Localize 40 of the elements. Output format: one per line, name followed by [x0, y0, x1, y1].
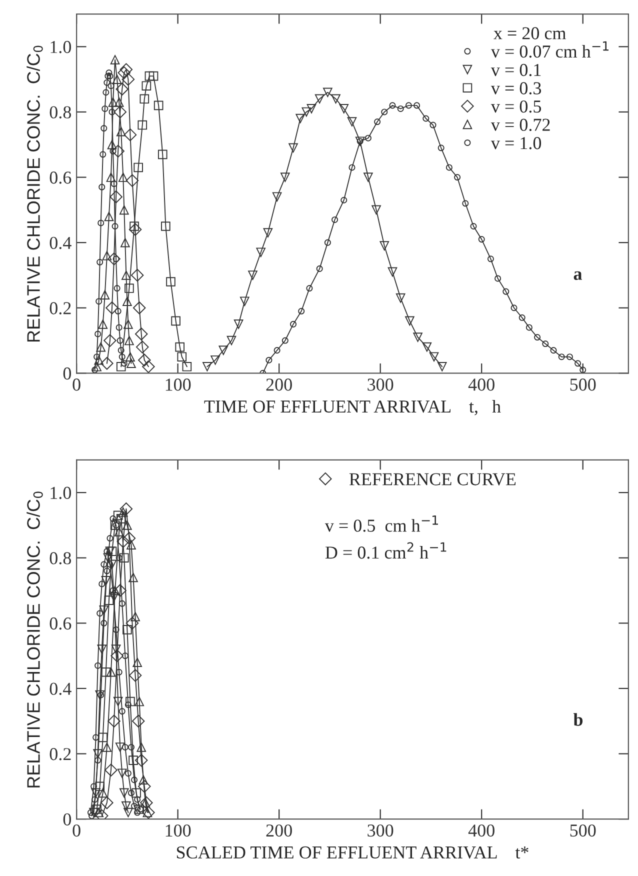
- y-tick-label: 0: [63, 813, 72, 826]
- y-tick-label: 0.8: [50, 552, 72, 564]
- legend-label: v = 0.5: [490, 100, 542, 113]
- y-tick-label: 1.0: [50, 486, 72, 500]
- legend-title: x = 20 cm: [494, 27, 566, 40]
- x-axis-title: SCALED TIME OF EFFLUENT ARRIVAL t*: [176, 846, 528, 859]
- x-axis-title: TIME OF EFFLUENT ARRIVAL t, h: [204, 400, 501, 416]
- y-tick-label: 0.6: [50, 617, 72, 630]
- x-tick-label: 100: [166, 378, 191, 391]
- x-tick-label: 400: [468, 378, 494, 391]
- y-tick-label: 0: [63, 367, 72, 380]
- legend-label: v = 1.0: [490, 137, 542, 150]
- y-axis-title: RELATIVE CHLORIDE CONC. C/C$_{0}$: [26, 492, 43, 788]
- x-tick-label: 400: [468, 824, 494, 837]
- legend-label: v = 0.72: [490, 118, 550, 132]
- y-tick-label: 0.2: [50, 748, 71, 760]
- legend-label: v = 0.07 cm h$^{−1}$: [490, 41, 609, 58]
- x-tick-label: 0: [72, 378, 80, 391]
- y-tick-label: 0.4: [50, 236, 72, 250]
- x-tick-label: 200: [266, 378, 292, 391]
- x-tick-label: 300: [368, 378, 394, 391]
- x-tick-label: 100: [166, 824, 191, 837]
- annotation: v = 0.5 cm h$^{−1}$: [324, 515, 438, 532]
- legend-label: REFERENCE CURVE: [349, 473, 516, 486]
- y-tick-label: 0.6: [50, 172, 72, 184]
- x-tick-label: 500: [570, 378, 596, 391]
- y-tick-label: 1.0: [50, 40, 72, 54]
- legend-label: v = 0.1: [490, 64, 541, 76]
- x-tick-label: 500: [570, 824, 596, 837]
- annotation: a: [574, 271, 582, 280]
- annotation: b: [573, 713, 583, 726]
- x-tick-label: 300: [368, 824, 394, 837]
- annotation: D = 0.1 cm$^{2}$ h$^{−1}$: [325, 542, 446, 559]
- y-tick-label: 0.2: [50, 302, 71, 314]
- legend-label: v = 0.3: [490, 82, 542, 94]
- y-axis-title: RELATIVE CHLORIDE CONC. C/C$_{0}$: [26, 46, 43, 342]
- x-tick-label: 0: [72, 824, 80, 837]
- y-tick-label: 0.4: [50, 682, 72, 695]
- y-tick-label: 0.8: [50, 106, 72, 118]
- x-tick-label: 200: [266, 824, 292, 837]
